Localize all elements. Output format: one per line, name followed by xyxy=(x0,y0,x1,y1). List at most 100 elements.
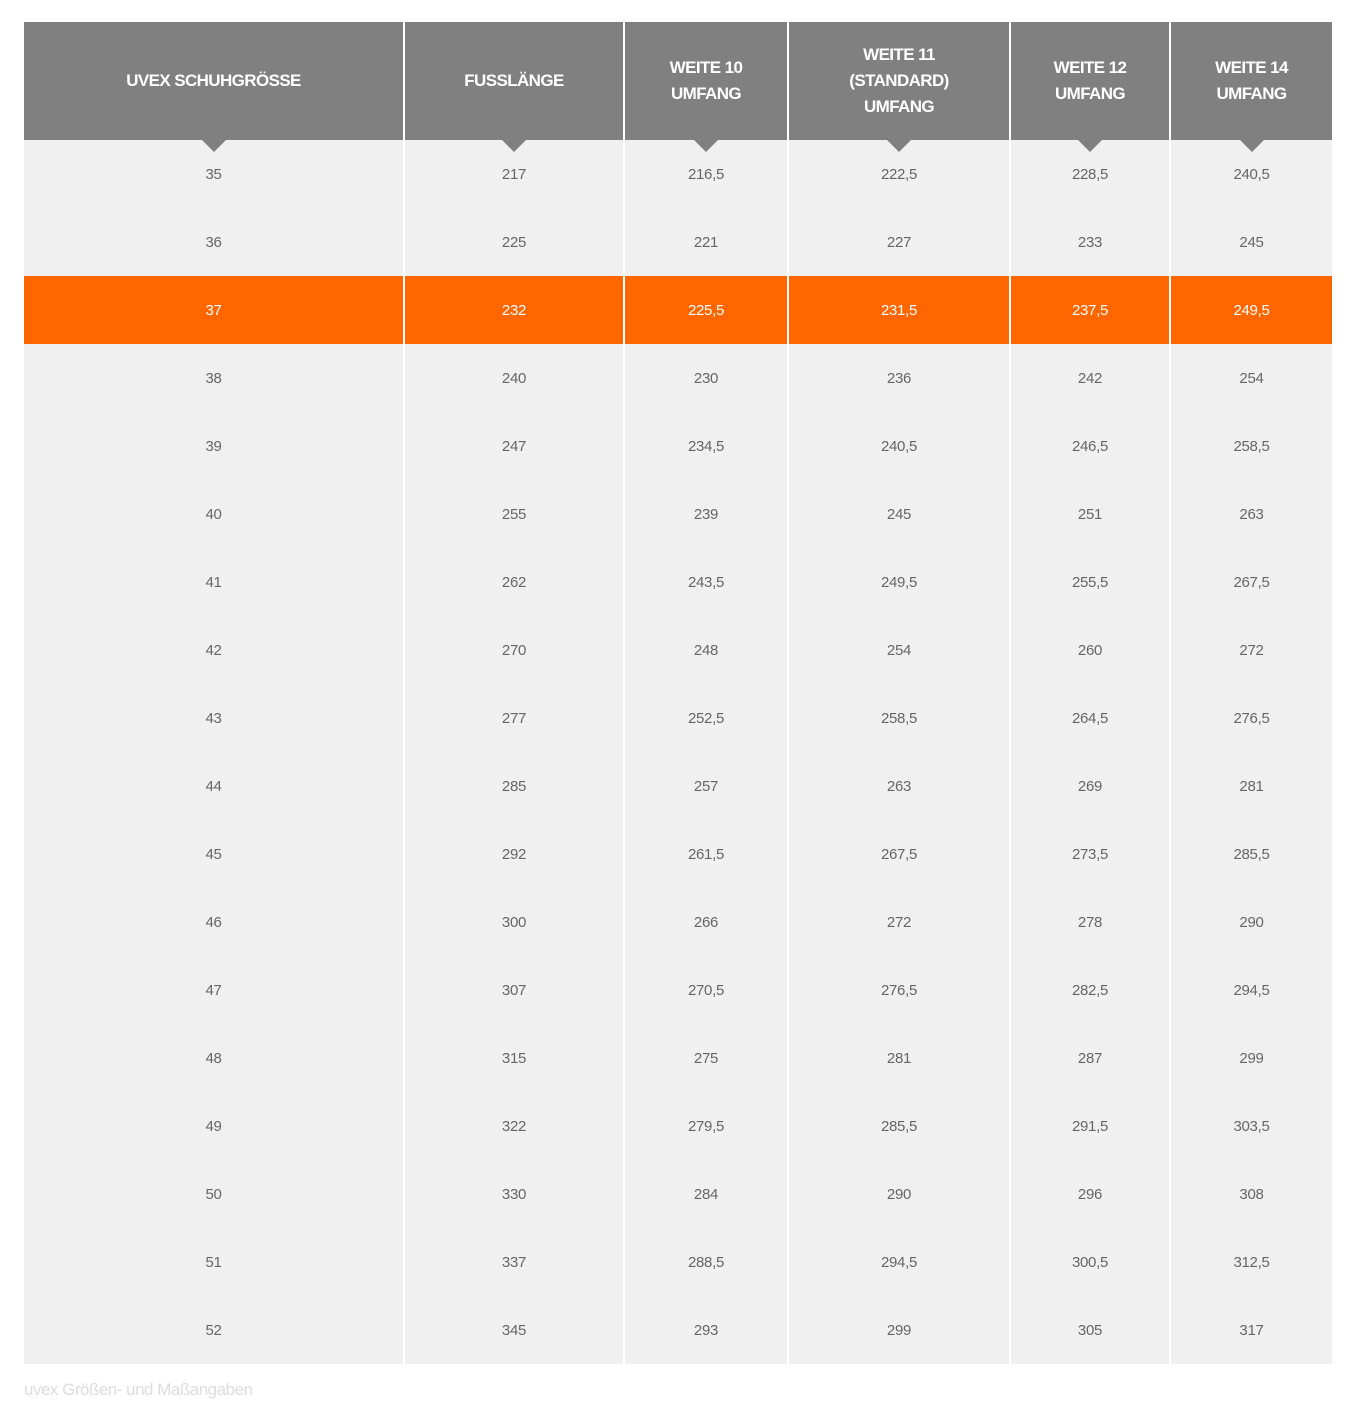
column-header: FUSSLÄNGE xyxy=(405,22,623,152)
table-cell: 284 xyxy=(625,1160,787,1228)
table-cell: 270 xyxy=(405,616,623,684)
table-cell: 230 xyxy=(625,344,787,412)
table-cell: 290 xyxy=(789,1160,1009,1228)
table-cell: 276,5 xyxy=(789,956,1009,1024)
table-cell: 299 xyxy=(1171,1024,1332,1092)
table-cell: 51 xyxy=(24,1228,403,1296)
table-cell: 44 xyxy=(24,752,403,820)
table-cell: 239 xyxy=(625,480,787,548)
table-cell: 303,5 xyxy=(1171,1092,1332,1160)
table-cell: 39 xyxy=(24,412,403,480)
table-cell: 45 xyxy=(24,820,403,888)
table-cell: 288,5 xyxy=(625,1228,787,1296)
table-cell: 261,5 xyxy=(625,820,787,888)
table-cell: 240,5 xyxy=(789,412,1009,480)
table-cell: 52 xyxy=(24,1296,403,1364)
table-cell: 285 xyxy=(405,752,623,820)
table-cell: 254 xyxy=(789,616,1009,684)
table-cell: 258,5 xyxy=(1171,412,1332,480)
table-cell: 48 xyxy=(24,1024,403,1092)
table-cell-highlighted: 232 xyxy=(405,276,623,344)
table-cell: 263 xyxy=(789,752,1009,820)
table-cell: 285,5 xyxy=(789,1092,1009,1160)
column-header: UVEX SCHUHGRÖSSE xyxy=(24,22,403,152)
table-cell: 266 xyxy=(625,888,787,956)
table-cell: 242 xyxy=(1011,344,1169,412)
table-cell: 262 xyxy=(405,548,623,616)
table-cell: 50 xyxy=(24,1160,403,1228)
table-cell: 278 xyxy=(1011,888,1169,956)
table-cell: 300,5 xyxy=(1011,1228,1169,1296)
table-cell: 315 xyxy=(405,1024,623,1092)
table-cell: 260 xyxy=(1011,616,1169,684)
table-cell: 308 xyxy=(1171,1160,1332,1228)
table-cell: 247 xyxy=(405,412,623,480)
table-cell: 43 xyxy=(24,684,403,752)
table-cell: 228,5 xyxy=(1011,140,1169,208)
column-header: WEITE 10 UMFANG xyxy=(625,22,787,152)
table-cell: 300 xyxy=(405,888,623,956)
table-cell: 252,5 xyxy=(625,684,787,752)
table-cell: 276,5 xyxy=(1171,684,1332,752)
table-cell: 330 xyxy=(405,1160,623,1228)
table-cell: 279,5 xyxy=(625,1092,787,1160)
table-cell: 255,5 xyxy=(1011,548,1169,616)
table-cell-highlighted: 37 xyxy=(24,276,403,344)
table-cell: 249,5 xyxy=(789,548,1009,616)
table-cell: 287 xyxy=(1011,1024,1169,1092)
table-cell: 290 xyxy=(1171,888,1332,956)
table-cell: 317 xyxy=(1171,1296,1332,1364)
column-header: WEITE 14 UMFANG xyxy=(1171,22,1332,152)
table-cell: 245 xyxy=(789,480,1009,548)
table-cell: 277 xyxy=(405,684,623,752)
table-cell: 246,5 xyxy=(1011,412,1169,480)
table-cell-highlighted: 231,5 xyxy=(789,276,1009,344)
table-cell: 312,5 xyxy=(1171,1228,1332,1296)
table-cell: 258,5 xyxy=(789,684,1009,752)
table-cell: 254 xyxy=(1171,344,1332,412)
table-cell: 47 xyxy=(24,956,403,1024)
table-cell: 36 xyxy=(24,208,403,276)
table-cell: 322 xyxy=(405,1092,623,1160)
table-cell: 41 xyxy=(24,548,403,616)
table-cell: 243,5 xyxy=(625,548,787,616)
table-cell-highlighted: 237,5 xyxy=(1011,276,1169,344)
table-cell: 269 xyxy=(1011,752,1169,820)
table-cell: 285,5 xyxy=(1171,820,1332,888)
table-cell: 294,5 xyxy=(1171,956,1332,1024)
table-cell-highlighted: 225,5 xyxy=(625,276,787,344)
table-cell-highlighted: 249,5 xyxy=(1171,276,1332,344)
table-cell: 251 xyxy=(1011,480,1169,548)
table-cell: 291,5 xyxy=(1011,1092,1169,1160)
table-cell: 38 xyxy=(24,344,403,412)
table-cell: 293 xyxy=(625,1296,787,1364)
table-cell: 337 xyxy=(405,1228,623,1296)
table-cell: 281 xyxy=(1171,752,1332,820)
table-cell: 294,5 xyxy=(789,1228,1009,1296)
table-cell: 245 xyxy=(1171,208,1332,276)
table-cell: 305 xyxy=(1011,1296,1169,1364)
table-cell: 263 xyxy=(1171,480,1332,548)
table-caption: uvex Größen- und Maßangaben xyxy=(24,1380,253,1399)
table-cell: 292 xyxy=(405,820,623,888)
table-cell: 307 xyxy=(405,956,623,1024)
table-cell: 270,5 xyxy=(625,956,787,1024)
table-cell: 233 xyxy=(1011,208,1169,276)
table-cell: 272 xyxy=(1171,616,1332,684)
table-cell: 42 xyxy=(24,616,403,684)
table-cell: 255 xyxy=(405,480,623,548)
table-cell: 272 xyxy=(789,888,1009,956)
size-table: UVEX SCHUHGRÖSSE FUSSLÄNGE WEITE 10 UMFANG… xyxy=(24,22,1332,1364)
table-cell: 46 xyxy=(24,888,403,956)
table-cell: 49 xyxy=(24,1092,403,1160)
table-cell: 264,5 xyxy=(1011,684,1169,752)
table-cell: 234,5 xyxy=(625,412,787,480)
table-cell: 40 xyxy=(24,480,403,548)
table-cell: 282,5 xyxy=(1011,956,1169,1024)
table-cell: 257 xyxy=(625,752,787,820)
table-cell: 273,5 xyxy=(1011,820,1169,888)
table-cell: 216,5 xyxy=(625,140,787,208)
table-cell: 221 xyxy=(625,208,787,276)
table-cell: 225 xyxy=(405,208,623,276)
table-cell: 345 xyxy=(405,1296,623,1364)
